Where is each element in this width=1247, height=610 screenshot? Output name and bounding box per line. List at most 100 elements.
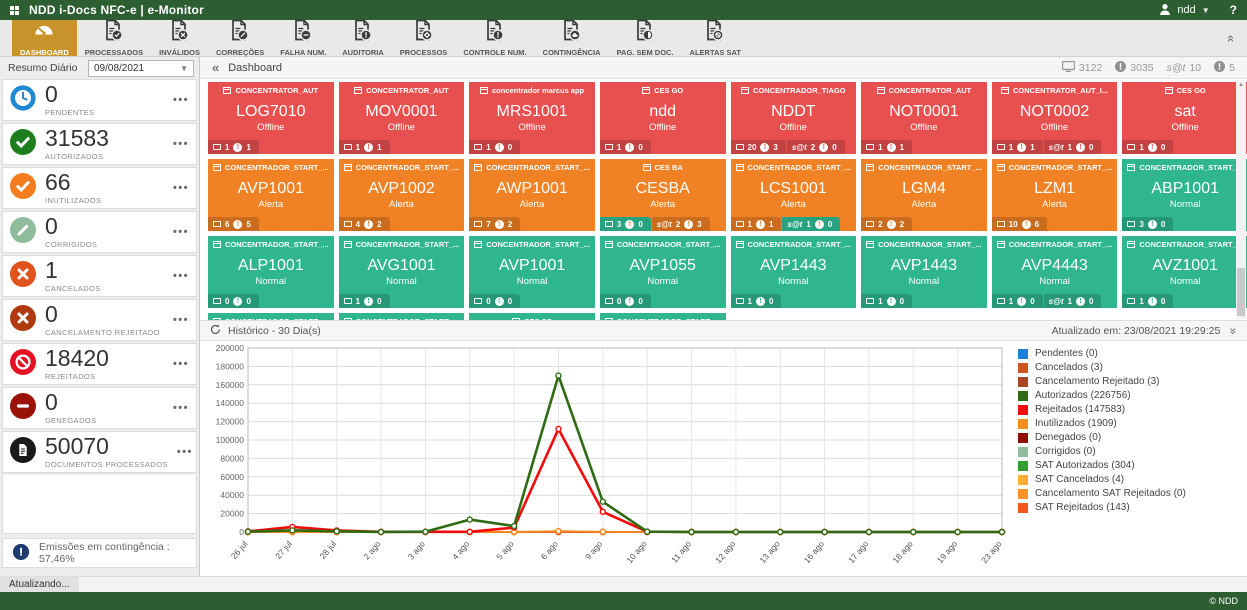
- tile-mrs1001[interactable]: concentrador marcus app MRS1001 Offline 1…: [469, 82, 595, 154]
- stat-menu-button[interactable]: •••: [172, 270, 189, 282]
- legend-item-cancelamento-rejeitado-3[interactable]: Cancelamento Rejeitado (3): [1018, 376, 1230, 387]
- tile-partial[interactable]: CONCENTRADOR_START_...: [208, 313, 334, 320]
- toolbar-item-falha-num[interactable]: FALHA NUM.: [272, 19, 334, 57]
- legend-item-inutilizados-1909[interactable]: Inutilizados (1909): [1018, 418, 1230, 429]
- badge-count: 1: [1008, 142, 1014, 152]
- tile-name: AVP1055: [629, 257, 696, 274]
- toolbar-item-pag-sem-doc[interactable]: PAG. SEM DOC.: [609, 19, 682, 57]
- toolbar-item-alertas-sat[interactable]: ALERTAS SAT: [682, 19, 749, 57]
- stat-card-inutilizados: 66 INUTILIZADOS •••: [2, 167, 197, 209]
- back-icon[interactable]: «: [212, 60, 220, 75]
- badge-alert-count: 1: [899, 142, 905, 152]
- collapse-chart-icon[interactable]: »: [1226, 327, 1241, 334]
- tile-avp1443[interactable]: CONCENTRADOR_START_... AVP1443 Normal 1! 0: [730, 236, 857, 308]
- refresh-icon[interactable]: [210, 323, 221, 338]
- counter-sat-2[interactable]: s@t 10: [1167, 62, 1202, 74]
- app-window-icon: [996, 164, 1005, 171]
- no-icon: [10, 348, 36, 380]
- badge-alert-count: 0: [768, 296, 774, 306]
- user-menu[interactable]: ndd: [1177, 4, 1196, 16]
- alert-icon: !: [814, 219, 824, 229]
- tile-lgm4[interactable]: CONCENTRADOR_START_... LGM4 Alerta 2! 2: [861, 159, 987, 231]
- tile-avp1001[interactable]: CONCENTRADOR_START_... AVP1001 Alerta 6! 5: [208, 159, 334, 231]
- date-picker[interactable]: 09/08/2021 ▼: [88, 59, 194, 77]
- pag-sem-doc-icon: [633, 19, 657, 46]
- legend-item-autorizados-226756[interactable]: Autorizados (226756): [1018, 390, 1230, 401]
- stat-menu-button[interactable]: •••: [172, 402, 189, 414]
- counter-alert-1[interactable]: 3035: [1115, 60, 1154, 75]
- tile-alp1001[interactable]: CONCENTRADOR_START_... ALP1001 Normal 0! 0: [208, 236, 334, 308]
- help-button[interactable]: ?: [1229, 3, 1237, 17]
- monitor-icon: [996, 298, 1005, 304]
- app-window-icon: [876, 87, 885, 94]
- tile-cesba[interactable]: CES BA CESBA Alerta 3! 0 s@t 2! 3: [599, 159, 726, 231]
- scroll-up-icon[interactable]: ▲: [1238, 82, 1244, 88]
- x-icon: [10, 260, 36, 292]
- toolbar-item-inv-lidos[interactable]: INVÁLIDOS: [151, 19, 208, 57]
- tile-badge: 1! 0: [1122, 140, 1174, 154]
- badge-count: 20: [747, 142, 757, 152]
- badge-alert-count: 0: [1160, 296, 1166, 306]
- stat-menu-button[interactable]: •••: [172, 358, 189, 370]
- tile-avp1443[interactable]: CONCENTRADOR_START_... AVP1443 Normal 1! 0: [861, 236, 987, 308]
- stat-menu-button[interactable]: •••: [172, 182, 189, 194]
- legend-item-cancelamento-sat-rejeitados-0[interactable]: Cancelamento SAT Rejeitados (0): [1018, 488, 1230, 499]
- app-grid-icon[interactable]: [10, 5, 19, 15]
- stat-menu-button[interactable]: •••: [172, 226, 189, 238]
- scrollbar-thumb[interactable]: [1237, 268, 1245, 316]
- toolbar-item-processos[interactable]: PROCESSOS: [392, 19, 456, 57]
- stat-menu-button[interactable]: •••: [172, 314, 189, 326]
- stat-menu-button[interactable]: •••: [176, 446, 193, 458]
- tile-partial[interactable]: CONCENTRADOR_START_...: [338, 313, 465, 320]
- stat-label: CANCELADOS: [45, 284, 101, 293]
- legend-item-cancelados-3[interactable]: Cancelados (3): [1018, 362, 1230, 373]
- tile-lcs1001[interactable]: CONCENTRADOR_START_... LCS1001 Alerta 1! 1…: [730, 159, 857, 231]
- tile-mov0001[interactable]: CONCENTRATOR_AUT MOV0001 Offline 1! 1: [338, 82, 465, 154]
- tiles-scrollbar[interactable]: ▲: [1236, 80, 1246, 319]
- legend-item-rejeitados-147583[interactable]: Rejeitados (147583): [1018, 404, 1230, 415]
- badge-count: 1: [1067, 142, 1073, 152]
- tile-partial[interactable]: CONCENTRADOR_START_...: [599, 313, 726, 320]
- toolbar-item-controle-num[interactable]: CONTROLE NUM.: [455, 19, 534, 57]
- tile-avp1002[interactable]: CONCENTRADOR_START_... AVP1002 Alerta 4! 2: [338, 159, 465, 231]
- tile-not0001[interactable]: CONCENTRATOR_AUT NOT0001 Offline 1! 1: [861, 82, 987, 154]
- tile-group: concentrador marcus app: [469, 82, 595, 95]
- legend-label: SAT Cancelados (4): [1035, 474, 1125, 485]
- tile-avp1055[interactable]: CONCENTRADOR_START_... AVP1055 Normal 0! 0: [599, 236, 726, 308]
- tile-avp1001[interactable]: CONCENTRADOR_START_... AVP1001 Normal 0! 0: [469, 236, 595, 308]
- collapse-toolbar-icon[interactable]: »: [1221, 34, 1237, 42]
- badge-count: 1: [878, 142, 883, 152]
- tile-sat[interactable]: CES GO sat Offline 1! 0: [1122, 82, 1247, 154]
- badge-count: 1: [1139, 296, 1144, 306]
- legend-item-sat-rejeitados-143[interactable]: SAT Rejeitados (143): [1018, 502, 1230, 513]
- tile-ndd[interactable]: CES GO ndd Offline 1! 0: [599, 82, 726, 154]
- tile-lzm1[interactable]: CONCENTRADOR_START_... LZM1 Alerta 10! 6: [991, 159, 1118, 231]
- stat-menu-button[interactable]: •••: [172, 94, 189, 106]
- toolbar-item-dashboard[interactable]: DASHBOARD: [12, 20, 77, 57]
- toolbar-item-conting-ncia[interactable]: CONTINGÊNCIA: [535, 19, 609, 57]
- tile-group: CONCENTRADOR_START_...: [731, 159, 857, 172]
- tile-abp1001[interactable]: CONCENTRADOR_START_... ABP1001 Normal 3! 0: [1122, 159, 1247, 231]
- chevron-down-icon[interactable]: ▼: [1201, 5, 1210, 15]
- tile-awp1001[interactable]: CONCENTRADOR_START_... AWP1001 Alerta 7! 2: [469, 159, 595, 231]
- legend-item-sat-autorizados-304[interactable]: SAT Autorizados (304): [1018, 460, 1230, 471]
- legend-swatch: [1018, 502, 1028, 513]
- tile-not0002[interactable]: CONCENTRATOR_AUT_I... NOT0002 Offline 1! 1…: [991, 82, 1118, 154]
- counter-alert-3[interactable]: 5: [1214, 60, 1235, 75]
- toolbar-item-processados[interactable]: PROCESSADOS: [77, 19, 151, 57]
- tile-partial[interactable]: CES SC: [469, 313, 595, 320]
- toolbar-item-label: CORREÇÕES: [215, 48, 265, 57]
- legend-item-corrigidos-0[interactable]: Corrigidos (0): [1018, 446, 1230, 457]
- tile-log7010[interactable]: CONCENTRATOR_AUT LOG7010 Offline 1! 1: [208, 82, 334, 154]
- legend-item-pendentes-0[interactable]: Pendentes (0): [1018, 348, 1230, 359]
- legend-item-sat-cancelados-4[interactable]: SAT Cancelados (4): [1018, 474, 1230, 485]
- tile-nddt[interactable]: CONCENTRADOR_TIAGO NDDT Offline 20! 3 s@t 2!…: [730, 82, 857, 154]
- stat-menu-button[interactable]: •••: [172, 138, 189, 150]
- legend-item-denegados-0[interactable]: Denegados (0): [1018, 432, 1230, 443]
- toolbar-item-auditoria[interactable]: AUDITORIA: [334, 19, 392, 57]
- tile-avp4443[interactable]: CONCENTRADOR_START_... AVP4443 Normal 1! 0…: [991, 236, 1118, 308]
- tile-avz1001[interactable]: CONCENTRADOR_START_... AVZ1001 Normal 1! 0: [1122, 236, 1247, 308]
- counter-monitor-0[interactable]: 3122: [1061, 60, 1102, 75]
- tile-avg1001[interactable]: CONCENTRADOR_START_... AVG1001 Normal 1! 0: [338, 236, 465, 308]
- toolbar-item-corre-es[interactable]: CORREÇÕES: [208, 19, 272, 57]
